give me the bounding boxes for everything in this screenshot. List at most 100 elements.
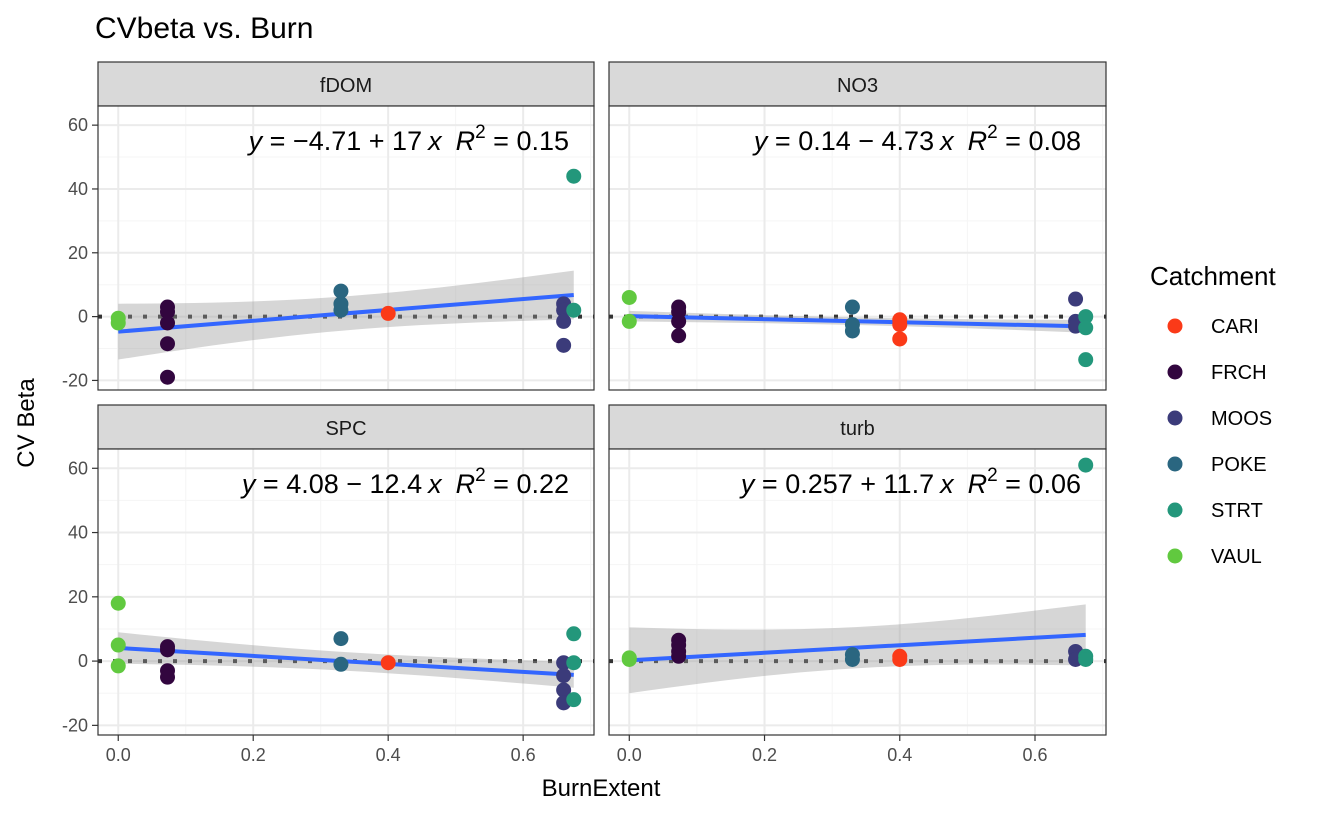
data-point-cari (380, 305, 396, 321)
data-point-poke (333, 302, 349, 318)
regression-equation: y = 4.08 − 12.4 x R2 = 0.22 (240, 465, 569, 499)
panel-background (609, 106, 1106, 390)
equation-plus: − (851, 126, 882, 156)
equation-r2: R (968, 126, 988, 156)
data-point-strt (566, 168, 582, 184)
equation-x: x (426, 469, 443, 499)
data-point-moos (1068, 291, 1084, 307)
y-tick-label: 0 (78, 651, 88, 671)
data-point-frch (160, 369, 176, 385)
equation-y: y (240, 469, 257, 499)
data-point-cari (892, 651, 908, 667)
legend: Catchment CARI FRCH MOOS POKE STRT VAUL (1150, 261, 1276, 568)
equation-slope: 12.4 (370, 469, 423, 499)
equation-intercept: 0.14 (798, 126, 851, 156)
equation-r2-value: = 0.22 (486, 469, 569, 499)
panel-border (608, 105, 1107, 391)
legend-key-poke (1167, 456, 1183, 472)
data-point-poke (333, 283, 349, 299)
equation-r2-value: = 0.15 (486, 126, 569, 156)
data-point-cari (380, 655, 396, 671)
panel-spc: SPC y = 4.08 − 12.4 x R2 = 0.22 -20 0 20 40 60 0.… (62, 404, 595, 765)
equation-equals: = (767, 126, 798, 156)
data-point-frch (160, 642, 176, 658)
y-tick-label: -20 (62, 370, 88, 390)
equation-intercept: 4.08 (286, 469, 339, 499)
panel-fdom: fDOM y = −4.71 + 17 x R2 = 0.15 -20 0 20 40 60 (62, 61, 595, 391)
equation-r2-sup: 2 (475, 465, 486, 486)
equation-r2-sup: 2 (475, 122, 486, 143)
y-tick-label: 20 (68, 243, 88, 263)
equation-equals: = (255, 469, 286, 499)
x-tick-label: 0.0 (617, 745, 642, 765)
data-point-poke (844, 299, 860, 315)
panel-no3: NO3 y = 0.14 − 4.73 x R2 = 0.08 (608, 61, 1107, 391)
legend-label: CARI (1211, 316, 1259, 338)
regression-line (629, 632, 1086, 663)
data-point-cari (892, 331, 908, 347)
data-point-strt (1078, 320, 1094, 336)
y-tick-label: 0 (78, 307, 88, 327)
y-tick-label: -20 (62, 715, 88, 735)
data-point-vaul (110, 310, 126, 326)
facet-strip-label: fDOM (320, 75, 372, 97)
data-point-strt (1078, 457, 1094, 473)
y-tick-label: 60 (68, 458, 88, 478)
data-point-vaul (621, 313, 637, 329)
equation-slope: 17 (392, 126, 422, 156)
data-point-moos (556, 313, 572, 329)
data-point-frch (160, 669, 176, 685)
legend-title: Catchment (1150, 261, 1276, 291)
equation-r2-sup: 2 (987, 465, 998, 486)
y-tick-label: 60 (68, 115, 88, 135)
equation-r2-value: = 0.06 (998, 469, 1081, 499)
data-point-vaul (110, 658, 126, 674)
equation-y: y (739, 469, 756, 499)
equation-x: x (938, 469, 955, 499)
x-tick-label: 0.6 (511, 745, 536, 765)
equation-r2-sup: 2 (987, 122, 998, 143)
legend-key-frch (1167, 364, 1183, 380)
x-tick-label: 0.0 (106, 745, 131, 765)
data-point-poke (844, 323, 860, 339)
y-tick-label: 40 (68, 523, 88, 543)
data-point-moos (556, 682, 572, 698)
equation-x: x (426, 126, 443, 156)
legend-key-moos (1167, 410, 1183, 426)
y-tick-label: 20 (68, 587, 88, 607)
data-point-frch (160, 304, 176, 320)
legend-key-cari (1167, 318, 1183, 334)
data-point-vaul (621, 651, 637, 667)
panel-border (608, 448, 1107, 736)
equation-equals: = (754, 469, 785, 499)
data-point-strt (566, 692, 582, 708)
legend-label: STRT (1211, 500, 1263, 522)
legend-key-strt (1167, 502, 1183, 518)
panel-turb: turb y = 0.257 + 11.7 x R2 = 0.06 0.0 0.2 0.4 0… (608, 404, 1107, 765)
equation-x: x (938, 126, 955, 156)
data-point-vaul (621, 289, 637, 305)
equation-r2-value: = 0.08 (998, 126, 1081, 156)
data-point-moos (556, 668, 572, 684)
data-point-frch (160, 336, 176, 352)
equation-y: y (752, 126, 769, 156)
x-tick-label: 0.4 (887, 745, 912, 765)
equation-y: y (247, 126, 264, 156)
x-axis-title: BurnExtent (542, 775, 661, 802)
data-point-strt (1078, 309, 1094, 325)
facet-strip (608, 404, 1107, 450)
equation-intercept: 4.71 (309, 126, 362, 156)
x-axis-title-group: BurnExtent (542, 775, 661, 802)
data-point-strt (566, 626, 582, 642)
facet-strip-label: SPC (325, 418, 366, 440)
data-point-cari (892, 317, 908, 333)
data-point-vaul (110, 595, 126, 611)
facet-strip (97, 404, 595, 450)
data-point-strt (1078, 651, 1094, 667)
data-point-strt (566, 655, 582, 671)
panel-border (97, 105, 595, 391)
equation-equals: = (262, 126, 293, 156)
equation-intercept: 0.257 (785, 469, 853, 499)
legend-key-vaul (1167, 548, 1183, 564)
y-tick-label: 40 (68, 179, 88, 199)
